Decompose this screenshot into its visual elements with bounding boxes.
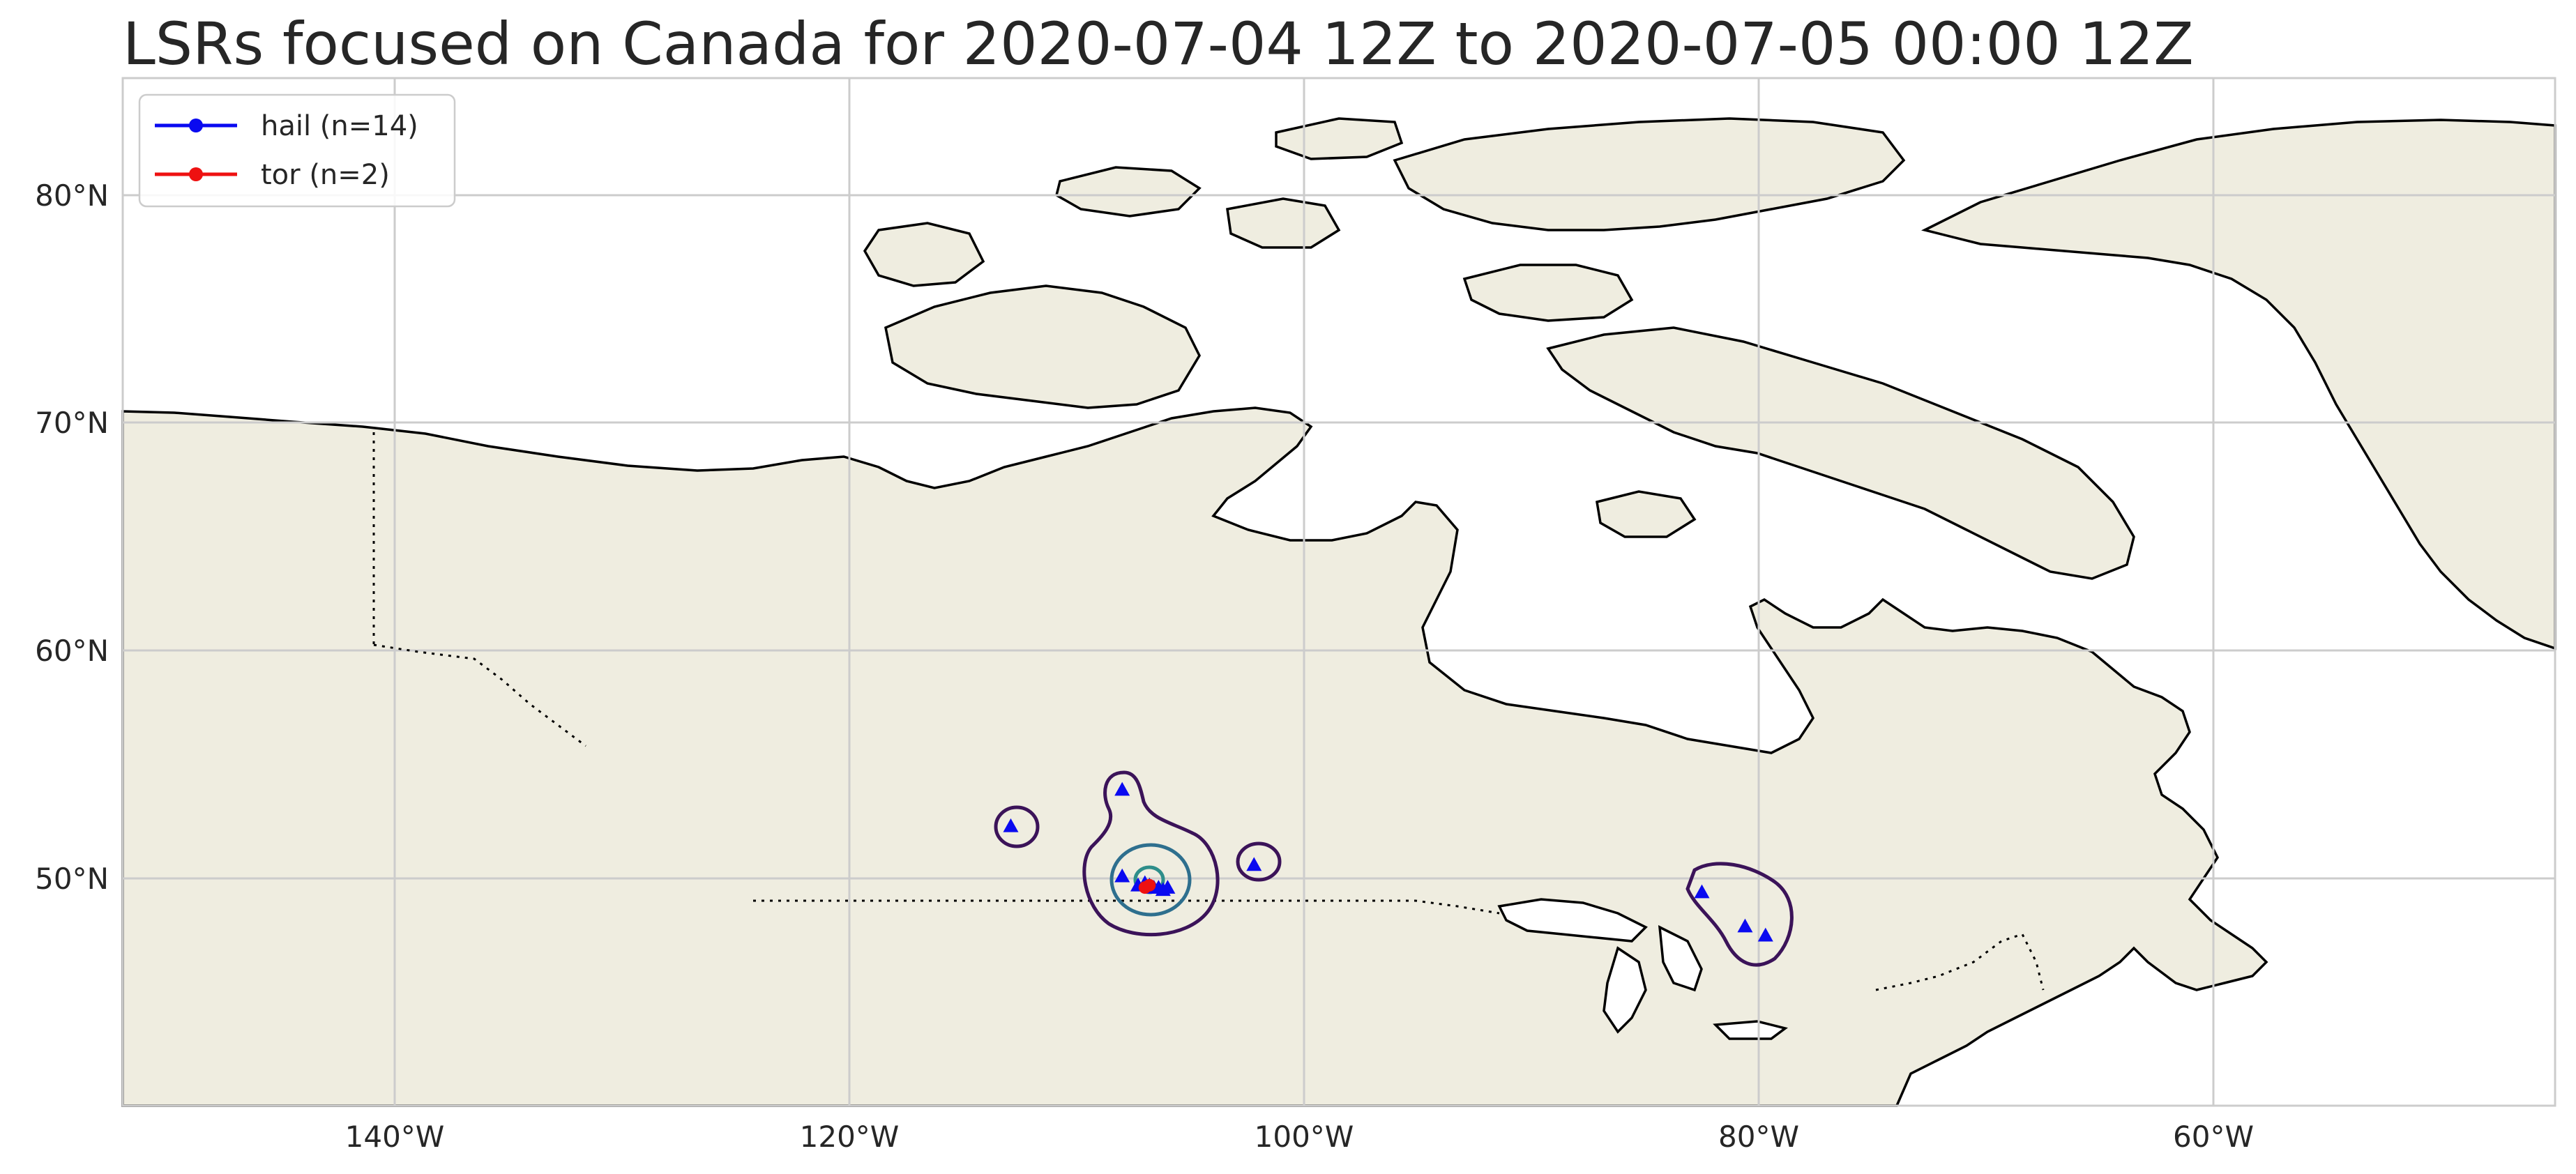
legend-entry-tor: tor (n=2) — [155, 159, 390, 191]
gridlines — [123, 78, 2555, 1106]
victoria-island — [884, 284, 1201, 409]
hail-report-marker — [1114, 868, 1130, 883]
legend-tor-marker — [189, 167, 203, 181]
hail-report-marker — [1246, 857, 1262, 871]
contour-outer-alberta — [994, 805, 1040, 848]
legend-entry-hail: hail (n=14) — [155, 110, 418, 142]
hail-report-marker — [1151, 880, 1167, 894]
lat-tick-label: 60°N — [35, 634, 109, 668]
axis-tick-labels: 140°W 120°W 100°W 80°W 60°W 80°N 70°N 60… — [35, 178, 2254, 1154]
great-lakes — [1497, 898, 1788, 1040]
legend-hail-marker — [189, 119, 203, 132]
lon-tick-label: 60°W — [2173, 1120, 2254, 1154]
queen-elizabeth-islands — [1054, 117, 1404, 249]
lat-tick-label: 50°N — [35, 862, 109, 896]
contour-outer-manitoba — [1236, 841, 1282, 882]
lon-tick-label: 140°W — [345, 1120, 445, 1154]
north-america-landmass — [121, 406, 2268, 1107]
map-frame — [121, 77, 2556, 1107]
baffin-island — [1546, 326, 2135, 580]
contour-outer-ontario — [1685, 862, 1794, 967]
legend-tor-label: tor (n=2) — [261, 159, 390, 191]
contour-mid-saskatchewan — [1109, 843, 1192, 917]
bc-alaska-panhandle-border — [373, 643, 586, 747]
lat-tick-label: 80°N — [35, 178, 109, 213]
hail-report-marker — [1694, 884, 1710, 899]
hail-report-marker — [1757, 927, 1773, 942]
devon-island — [1462, 264, 1634, 322]
lat-tick-label: 70°N — [35, 406, 109, 440]
southampton-island — [1596, 490, 1697, 538]
lon-tick-label: 120°W — [800, 1120, 900, 1154]
ellesmere-island — [1393, 117, 1906, 231]
us-canada-border-west — [753, 899, 1500, 915]
report-markers — [1003, 782, 1773, 942]
contour-outer-saskatchewan — [1082, 770, 1220, 937]
greenland — [1920, 119, 2556, 650]
hail-report-marker — [1737, 918, 1753, 933]
banks-island — [863, 222, 985, 287]
lon-tick-label: 100°W — [1255, 1120, 1354, 1154]
lon-tick-label: 80°W — [1718, 1120, 1799, 1154]
hail-report-marker — [1114, 782, 1130, 796]
hail-report-marker — [1003, 818, 1019, 832]
legend: hail (n=14) tor (n=2) — [138, 93, 456, 208]
legend-hail-label: hail (n=14) — [261, 110, 418, 142]
tornado-report-marker — [1143, 878, 1156, 892]
map-title: LSRs focused on Canada for 2020-07-04 12… — [123, 10, 2194, 78]
us-canada-border-east — [1875, 933, 2045, 991]
legend-box — [138, 93, 456, 208]
